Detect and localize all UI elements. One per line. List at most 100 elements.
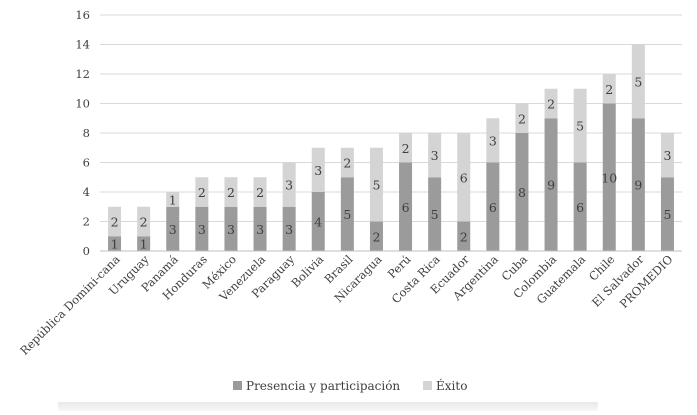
bar-exito [340,147,354,178]
data-label-exito: 2 [227,185,235,200]
y-tick-label: 6 [83,156,90,170]
data-label-exito: 2 [140,215,148,230]
data-label-exito: 2 [547,97,555,112]
bar-presencia [486,162,500,251]
data-label-exito: 2 [111,215,119,230]
bar-presencia [515,133,529,251]
bar-presencia [602,103,616,251]
data-label-exito: 5 [372,178,380,193]
bar-exito [195,177,209,207]
legend-swatch-exito [423,381,432,390]
data-label-presencia: 6 [489,200,497,215]
bar-presencia [428,177,442,251]
data-label-presencia: 5 [343,207,351,222]
bar-exito [457,133,471,222]
legend-swatch-presencia [233,381,242,390]
bar-exito [428,133,442,178]
bar-presencia [340,177,354,251]
data-label-presencia: 6 [576,200,584,215]
data-label-exito: 2 [256,185,264,200]
y-tick-label: 16 [75,8,90,22]
bar-exito [544,88,558,119]
y-tick-label: 4 [83,185,90,199]
bar-exito [486,118,500,163]
bar-exito [660,133,674,178]
bar-exito [573,88,587,163]
bar-exito [311,147,325,192]
data-label-presencia: 5 [431,207,439,222]
x-tick-label: República Domini-cana [17,252,123,358]
y-axis: 0 2 4 6 8 10 12 14 16 [75,8,90,258]
y-tick-label: 12 [75,67,90,81]
bar-presencia [195,206,209,251]
data-label-presencia: 4 [314,215,322,230]
data-label-presencia: 1 [111,237,119,252]
bar-presencia [631,118,645,251]
data-label-exito: 2 [198,185,206,200]
data-label-presencia: 2 [460,229,468,244]
bar-exito [108,206,122,237]
x-tick-label: Bolivia [288,252,326,290]
bar-exito [369,147,383,222]
data-label-presencia: 9 [547,178,555,193]
y-tick-label: 10 [75,97,90,111]
bar-presencia [544,118,558,251]
data-label-exito: 3 [489,133,497,148]
bar-exito [137,206,151,237]
data-label-exito: 6 [460,170,468,185]
data-label-exito: 2 [518,111,526,126]
bar-presencia [399,162,413,251]
bar-presencia [137,236,151,251]
data-label-presencia: 3 [198,222,206,237]
bar-exito [224,177,238,207]
legend: Presencia y participación Éxito [233,378,467,393]
data-label-exito: 3 [285,178,293,193]
bar-presencia [457,221,471,251]
data-label-presencia: 3 [227,222,235,237]
bar-exito [399,133,413,163]
bar-presencia [573,162,587,251]
data-label-exito: 2 [343,156,351,171]
gridlines [100,14,682,252]
data-label-exito: 2 [605,82,613,97]
legend-label-exito: Éxito [436,378,467,393]
data-label-exito: 5 [634,74,642,89]
bar-exito [282,162,296,207]
bar-presencia [224,206,238,251]
y-tick-label: 14 [75,38,90,52]
data-label-presencia: 9 [634,178,642,193]
y-tick-label: 2 [83,215,90,229]
data-label-presencia: 3 [285,222,293,237]
data-label-presencia: 5 [663,207,671,222]
data-label-presencia: 3 [169,222,177,237]
bar-presencia [311,192,325,251]
data-label-presencia: 3 [256,222,264,237]
data-label-exito: 2 [402,141,410,156]
y-tick-label: 8 [83,126,90,140]
data-label-exito: 3 [314,163,322,178]
bar-exito [166,192,180,207]
bar-exito [631,44,645,119]
data-label-exito: 3 [431,148,439,163]
bar-presencia [282,206,296,251]
data-label-presencia: 6 [402,200,410,215]
y-tick-label: 0 [83,244,90,258]
bars: 1 2 1 2 3 1 3 2 3 2 3 2 3 3 4 3 5 2 2 5 6 2 5 3 2 6 6 3 8 2 9 2 6 5 10 2 9 5 5… [108,44,674,252]
data-label-presencia: 2 [372,229,380,244]
bar-exito [253,177,267,207]
x-axis: República Domini-canaUruguayPanamáHondur… [17,250,682,358]
bar-exito [515,103,529,133]
data-label-presencia: 10 [601,170,617,185]
bar-presencia [253,206,267,251]
page-edge-shadow [58,402,598,411]
bar-presencia [369,221,383,251]
data-label-presencia: 1 [140,237,148,252]
data-label-exito: 3 [663,148,671,163]
bar-presencia [166,206,180,251]
data-label-presencia: 8 [518,185,526,200]
data-label-exito: 5 [576,119,584,134]
bar-presencia [108,236,122,251]
legend-label-presencia: Presencia y participación [246,379,400,393]
